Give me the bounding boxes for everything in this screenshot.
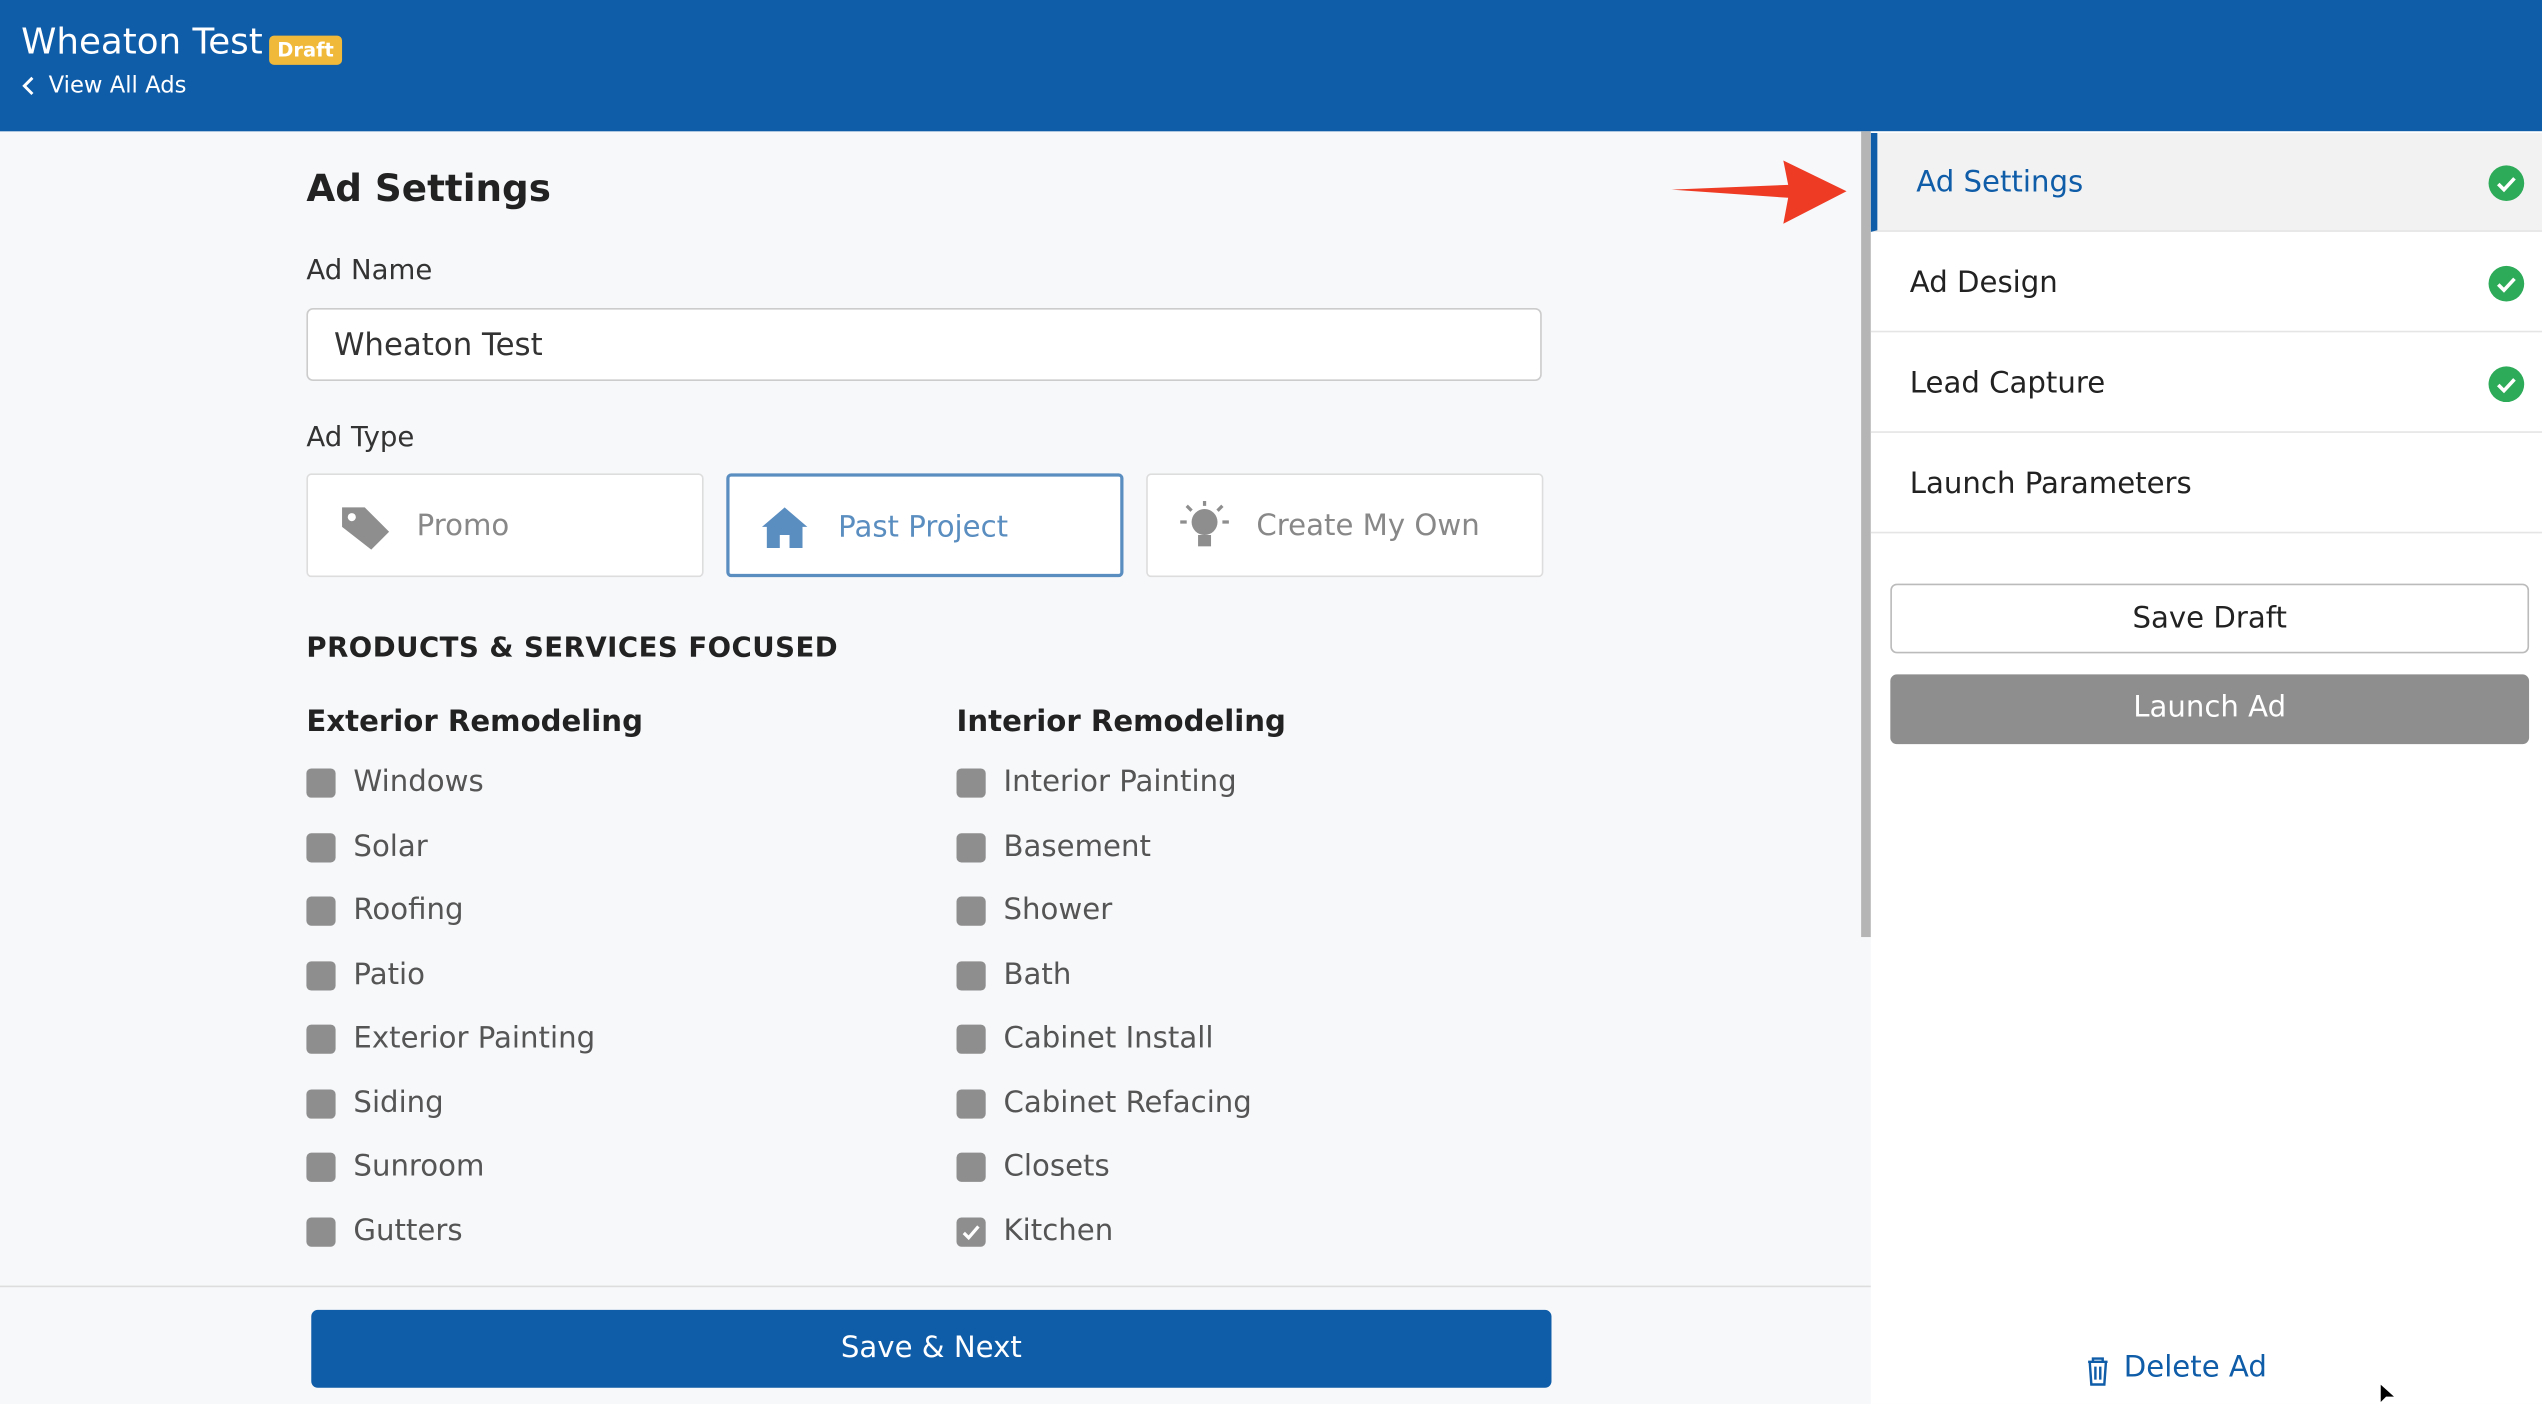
step[interactable]: Launch Parameters bbox=[1870, 434, 2542, 534]
sidebar: Ad Settings Ad Design Lead Capture Launch P… bbox=[1870, 131, 2542, 1404]
option-label: Past Project bbox=[838, 510, 1009, 545]
step-label: Ad Design bbox=[1909, 265, 2058, 300]
column-title: Exterior Remodeling bbox=[306, 705, 643, 740]
step-label: Lead Capture bbox=[1909, 366, 2106, 401]
checkbox[interactable] bbox=[956, 960, 986, 990]
bottom-bar: Save & Next bbox=[0, 1285, 1871, 1404]
checkbox[interactable] bbox=[306, 960, 336, 990]
ad-title: Wheaton Test bbox=[21, 22, 263, 64]
back-icon bbox=[22, 76, 34, 96]
checkbox[interactable] bbox=[306, 1088, 336, 1118]
checkbox[interactable] bbox=[956, 1216, 986, 1246]
back-link[interactable]: View All Ads bbox=[48, 72, 187, 99]
checkbox-label: Cabinet Refacing bbox=[1003, 1085, 1252, 1120]
complete-icon bbox=[2488, 366, 2525, 403]
field-label: Ad Type bbox=[306, 421, 415, 454]
form-heading: Ad Settings bbox=[306, 168, 551, 211]
checkbox-label: Cabinet Install bbox=[1003, 1021, 1214, 1056]
checkbox[interactable] bbox=[956, 896, 986, 926]
complete-icon bbox=[2488, 165, 2525, 202]
cursor bbox=[2379, 1381, 2399, 1404]
save-next-button[interactable]: Save & Next bbox=[311, 1309, 1552, 1388]
ad-type-option[interactable]: Create My Own bbox=[1146, 473, 1544, 578]
step-label: Ad Settings bbox=[1916, 165, 2084, 200]
status-badge: Draft bbox=[269, 35, 342, 65]
checkbox[interactable] bbox=[956, 832, 986, 862]
checkbox-label: Kitchen bbox=[1003, 1213, 1114, 1248]
checkbox[interactable] bbox=[956, 1024, 986, 1054]
option-label: Create My Own bbox=[1256, 509, 1480, 544]
type-icon bbox=[342, 507, 390, 550]
annotation-arrow bbox=[1671, 160, 1847, 224]
step[interactable]: Lead Capture bbox=[1870, 334, 2542, 433]
checkbox-label: Bath bbox=[1003, 957, 1072, 992]
complete-icon bbox=[2488, 265, 2525, 302]
checkbox-label: Windows bbox=[353, 765, 484, 800]
launch-button[interactable]: Launch Ad bbox=[1890, 674, 2530, 745]
step[interactable]: Ad Design bbox=[1870, 233, 2542, 333]
checkbox-label: Sunroom bbox=[353, 1149, 485, 1184]
text-input[interactable]: Wheaton Test bbox=[306, 308, 1542, 381]
scrollbar bbox=[1861, 131, 1871, 938]
column-title: Interior Remodeling bbox=[956, 705, 1286, 740]
checkbox-label: Exterior Painting bbox=[353, 1021, 596, 1056]
checkbox[interactable] bbox=[306, 1152, 336, 1182]
checkbox-label: Siding bbox=[353, 1085, 444, 1120]
section-heading: PRODUCTS & SERVICES FOCUSED bbox=[306, 632, 839, 665]
type-icon bbox=[761, 507, 808, 548]
step[interactable]: Ad Settings bbox=[1870, 132, 2542, 232]
trash-icon bbox=[2088, 1357, 2108, 1386]
checkbox-label: Roofing bbox=[353, 893, 464, 928]
header: Wheaton Test Draft View All Ads bbox=[0, 0, 2542, 132]
checkbox[interactable] bbox=[956, 768, 986, 798]
type-icon bbox=[1180, 500, 1229, 547]
checkbox[interactable] bbox=[306, 1024, 336, 1054]
checkbox[interactable] bbox=[956, 1152, 986, 1182]
checkbox-label: Patio bbox=[353, 957, 426, 992]
option-label: Promo bbox=[416, 509, 510, 544]
ad-type-option[interactable]: Past Project bbox=[726, 473, 1124, 578]
checkbox-label: Closets bbox=[1003, 1149, 1110, 1184]
checkbox[interactable] bbox=[306, 896, 336, 926]
step-label: Launch Parameters bbox=[1909, 466, 2192, 501]
delete-link[interactable]: Delete Ad bbox=[2123, 1350, 2267, 1385]
checkbox-label: Solar bbox=[353, 829, 428, 864]
checkbox[interactable] bbox=[306, 832, 336, 862]
ad-type-option[interactable]: Promo bbox=[306, 473, 704, 578]
field-label: Ad Name bbox=[306, 254, 433, 287]
checkbox[interactable] bbox=[956, 1088, 986, 1118]
check-mark bbox=[962, 1224, 980, 1240]
input-value: Wheaton Test bbox=[333, 327, 543, 364]
checkbox[interactable] bbox=[306, 1216, 336, 1246]
checkbox-label: Interior Painting bbox=[1003, 765, 1237, 800]
save-draft-button[interactable]: Save Draft bbox=[1890, 583, 2530, 654]
checkbox-label: Shower bbox=[1003, 893, 1113, 928]
checkbox-label: Basement bbox=[1003, 829, 1151, 864]
checkbox-label: Gutters bbox=[353, 1213, 463, 1248]
checkbox[interactable] bbox=[306, 768, 336, 798]
